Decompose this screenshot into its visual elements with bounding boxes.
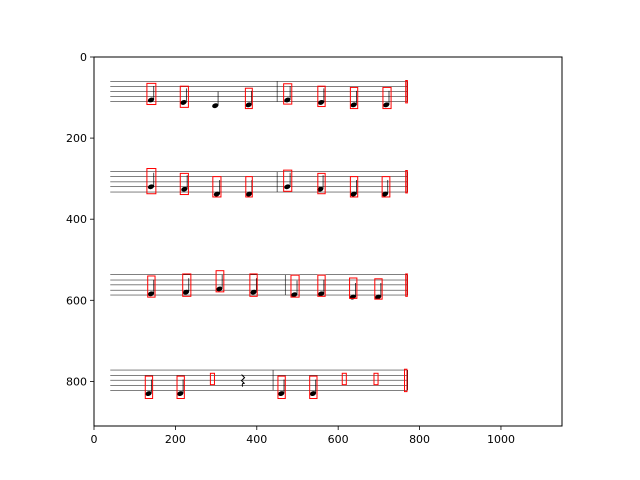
detection-box xyxy=(212,176,222,198)
note-head xyxy=(309,391,317,396)
detection-box xyxy=(215,270,225,293)
note-head xyxy=(245,191,253,197)
note-head xyxy=(350,102,357,108)
note-head xyxy=(147,97,155,103)
note-head xyxy=(212,103,219,109)
detection-box xyxy=(179,85,189,108)
detection-box xyxy=(405,80,408,104)
detection-boxes xyxy=(144,80,408,400)
x-tick-label: 600 xyxy=(328,433,349,446)
detection-box xyxy=(182,273,192,297)
note-head xyxy=(181,186,188,192)
x-tick-label: 1000 xyxy=(487,433,515,446)
detection-box xyxy=(373,372,379,386)
x-tick-label: 0 xyxy=(91,433,98,446)
note-head xyxy=(147,184,155,190)
detection-box xyxy=(381,176,391,198)
detection-box xyxy=(146,168,157,195)
detection-box xyxy=(374,278,383,300)
note-head xyxy=(147,291,155,297)
note-head xyxy=(250,289,257,295)
quarter-rest xyxy=(240,374,246,387)
detection-box xyxy=(179,172,189,196)
y-tick-label: 400 xyxy=(66,213,87,226)
detection-box xyxy=(349,277,358,299)
detection-box xyxy=(144,375,154,400)
note-head xyxy=(284,97,291,103)
note-head xyxy=(177,391,184,396)
x-axis-ticks: 0 200 400 600 800 1000 xyxy=(91,426,515,446)
detection-box xyxy=(317,274,326,297)
detection-box xyxy=(382,86,392,110)
detection-box xyxy=(176,375,185,400)
detection-box xyxy=(317,172,326,195)
note-head xyxy=(383,102,390,108)
detection-box xyxy=(349,86,359,110)
note-head xyxy=(278,391,285,396)
detection-box xyxy=(283,83,293,105)
x-tick-label: 400 xyxy=(246,433,267,446)
note-head xyxy=(145,391,152,396)
y-tick-label: 800 xyxy=(66,375,87,388)
axes-frame xyxy=(93,56,563,427)
note-head xyxy=(245,102,252,108)
detection-box xyxy=(244,87,253,110)
note-heads xyxy=(145,85,390,396)
detection-box xyxy=(404,368,408,393)
x-tick-label: 800 xyxy=(409,433,430,446)
note-head xyxy=(216,286,223,292)
note-head xyxy=(180,99,187,105)
note-head xyxy=(374,294,382,300)
note-head xyxy=(284,184,291,190)
detection-box xyxy=(309,375,318,400)
note-head xyxy=(291,292,298,298)
note-head xyxy=(213,191,221,197)
detection-box xyxy=(245,176,253,198)
note-head xyxy=(182,289,190,295)
y-tick-label: 0 xyxy=(80,51,87,64)
rest-symbols xyxy=(240,374,246,387)
note-head xyxy=(317,99,325,105)
detection-box xyxy=(277,375,286,400)
detection-box xyxy=(349,176,359,198)
detection-box xyxy=(147,275,156,298)
x-tick-label: 200 xyxy=(165,433,186,446)
y-axis-ticks: 0 200 400 600 800 xyxy=(66,51,94,388)
note-head xyxy=(350,191,357,197)
note-head xyxy=(317,186,324,192)
detection-box xyxy=(283,169,293,192)
note-head xyxy=(381,191,389,197)
detection-box xyxy=(249,273,258,297)
detection-box xyxy=(146,82,157,106)
detection-box xyxy=(341,372,347,386)
y-tick-label: 600 xyxy=(66,294,87,307)
detection-box xyxy=(290,274,300,298)
detection-box xyxy=(405,273,408,297)
y-tick-label: 200 xyxy=(66,132,87,145)
detection-box xyxy=(317,85,326,108)
detection-box xyxy=(209,372,215,386)
note-head xyxy=(317,291,325,297)
detection-box xyxy=(405,170,408,194)
